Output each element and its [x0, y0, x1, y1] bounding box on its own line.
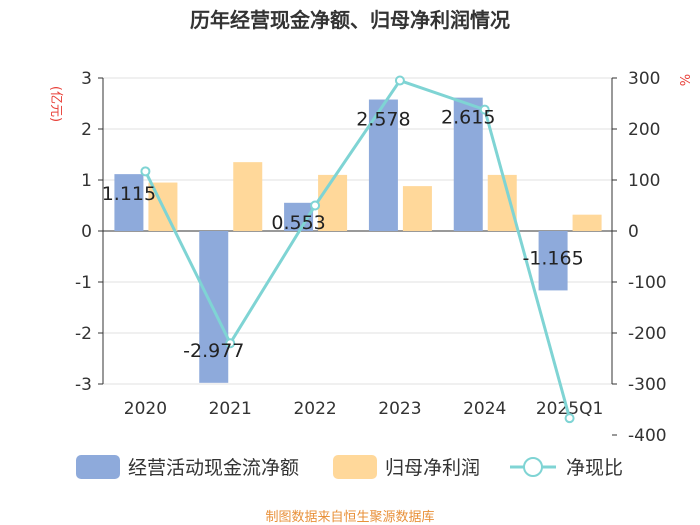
- left-tick-label: 0: [81, 222, 92, 242]
- data-labels: 1.115 -2.977 0.553 2.578 2.615 -1.165: [102, 107, 584, 362]
- legend[interactable]: 经营活动现金流净额 归母净利润 净现比: [76, 455, 623, 479]
- left-tick-label: -2: [75, 324, 92, 344]
- right-axis-unit: %: [676, 74, 691, 86]
- left-tick-label: 2: [81, 120, 92, 140]
- ratio-point: [394, 75, 405, 86]
- right-y-axis: 300 200 100 0 -100 -200 -300 -400: [611, 69, 667, 446]
- x-tick-label: 2025Q1: [536, 399, 603, 419]
- cash-flow-bar: [453, 97, 483, 231]
- source-note: 制图数据来自恒生聚源数据库: [265, 509, 434, 525]
- right-tick-label: -300: [628, 375, 667, 395]
- left-tick-label: 1: [81, 171, 92, 191]
- cash-flow-bar: [538, 231, 568, 291]
- cash-flow-bar: [114, 174, 144, 231]
- legend-label-ratio: 净现比: [566, 457, 623, 479]
- cash-flow-data-label: 0.553: [271, 212, 325, 234]
- ratio-point: [564, 413, 575, 424]
- cash-flow-data-label: -1.165: [522, 247, 583, 269]
- ratio-line: [144, 78, 572, 419]
- net-profit-bar: [318, 174, 348, 231]
- legend-label-cash-flow: 经营活动现金流净额: [128, 457, 299, 479]
- right-tick-label: 300: [628, 69, 660, 89]
- ratio-point: [225, 338, 236, 349]
- cash-flow-data-label: 2.578: [356, 109, 410, 131]
- cash-flow-data-label: 2.615: [441, 107, 495, 129]
- right-tick-label: -400: [628, 426, 667, 446]
- line-series: [140, 75, 575, 424]
- left-tick-label: 3: [81, 69, 92, 89]
- x-tick-label: 2021: [209, 399, 252, 419]
- net-profit-bar: [233, 162, 263, 231]
- right-tick-label: -100: [628, 273, 667, 293]
- x-tick-label: 2023: [378, 399, 421, 419]
- ratio-point: [140, 166, 151, 177]
- net-profit-bar: [402, 186, 432, 231]
- chart-title: 历年经营现金净额、归母净利润情况: [190, 8, 510, 32]
- right-tick-label: 200: [628, 120, 660, 140]
- ratio-point: [310, 200, 321, 211]
- left-y-axis: 3 2 1 0 -1 -2 -3: [75, 69, 104, 395]
- x-tick-label: 2020: [124, 399, 167, 419]
- ratio-point: [479, 104, 490, 115]
- left-axis-unit: (亿元): [48, 86, 63, 122]
- right-tick-label: 0: [628, 222, 639, 242]
- bar-series: [114, 97, 602, 383]
- legend-label-net-profit: 归母净利润: [385, 457, 480, 479]
- net-profit-bar: [487, 174, 517, 231]
- right-tick-label: 100: [628, 171, 660, 191]
- cash-flow-data-label: 1.115: [102, 183, 156, 205]
- x-axis: 2020 2021 2022 2023 2024 2025Q1: [103, 230, 612, 419]
- x-tick-label: 2024: [463, 399, 506, 419]
- legend-marker-ratio: [523, 457, 543, 477]
- left-tick-label: -3: [75, 375, 92, 395]
- cash-flow-data-label: -2.977: [183, 340, 244, 362]
- legend-swatch-cash-flow: [76, 455, 120, 479]
- legend-swatch-net-profit: [333, 455, 377, 479]
- net-profit-bar: [572, 214, 602, 231]
- right-tick-label: -200: [628, 324, 667, 344]
- x-tick-label: 2022: [293, 399, 336, 419]
- left-tick-label: -1: [75, 273, 92, 293]
